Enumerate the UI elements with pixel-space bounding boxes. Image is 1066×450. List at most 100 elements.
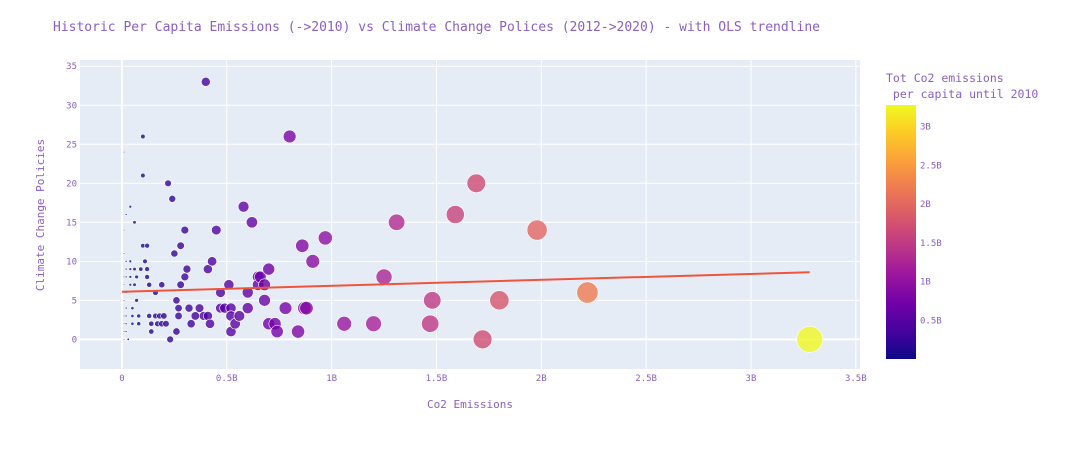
data-point [299,301,314,316]
y-tick-label: 10 [66,257,77,267]
y-tick-label: 5 [72,296,77,306]
data-point [122,283,126,286]
data-point [317,230,333,246]
data-point [207,256,218,267]
data-point [258,294,271,307]
data-point [423,291,442,310]
data-point [132,220,137,225]
data-point [138,266,144,272]
data-point [128,259,133,264]
data-point [336,316,352,332]
data-point [174,311,183,320]
data-point [170,249,179,258]
data-point [136,321,142,327]
data-point [305,254,320,269]
plot-background [80,60,860,369]
data-point [124,314,128,318]
data-point [144,242,150,249]
y-tick-label: 25 [66,140,77,150]
data-point [148,328,155,335]
y-tick-label: 0 [72,335,77,345]
data-point [205,318,215,329]
data-point [164,179,172,187]
data-point [203,264,213,275]
data-point [122,314,126,318]
data-point [132,282,137,287]
x-axis-label: Co2 Emissions [427,398,513,411]
x-tick-label: 1B [326,374,337,384]
data-point [278,301,293,315]
data-point [124,275,128,279]
data-point [128,282,133,287]
data-point [194,303,205,313]
y-tick-label: 15 [66,218,77,228]
data-point [180,225,190,235]
data-point [122,252,126,255]
x-tick-label: 1.5B [426,374,448,384]
data-point [262,262,276,276]
colorbar-tick-label: 0.5B [920,316,942,326]
data-point [134,274,139,280]
data-point [146,281,153,288]
data-point [388,213,406,231]
data-point [176,280,185,289]
data-point [146,313,153,319]
data-point [295,238,310,253]
data-point [576,281,599,304]
colorbar-title-line2: per capita until 2010 [886,87,1038,101]
data-point [472,329,493,350]
data-point [796,326,823,353]
data-point [122,275,126,279]
data-point [258,278,271,291]
data-point [375,268,393,286]
data-point [132,267,137,272]
data-point [282,129,297,144]
data-point [144,266,150,272]
data-point [122,229,126,232]
data-point [291,324,305,339]
data-point [158,281,166,289]
data-point [124,260,128,263]
data-point [124,306,128,310]
data-point [160,312,168,320]
data-point [190,311,200,321]
colorbar-tick-label: 3B [920,123,931,133]
data-point [233,310,246,322]
data-point [124,267,128,271]
data-point [241,286,254,299]
data-point [241,302,254,314]
data-point [180,272,190,282]
data-point [130,306,135,311]
colorbar-tick-label: 2B [920,200,931,210]
data-point [174,304,183,313]
x-tick-label: 3B [746,374,757,384]
data-point [128,275,133,279]
data-point [237,200,250,213]
data-point [130,314,135,318]
data-point [136,313,142,319]
data-point [421,314,440,333]
data-point [122,299,126,302]
data-point [122,338,126,341]
data-point [526,219,548,241]
data-point [176,241,185,250]
data-point [128,204,133,209]
data-point [270,325,284,339]
chart-title: Historic Per Capita Emissions (->2010) v… [53,20,820,35]
data-point [223,279,235,291]
colorbar-title-line1: Tot Co2 emissions [886,71,1004,85]
x-tick-label: 0 [119,374,124,384]
data-point [142,258,148,264]
x-tick-label: 0.5B [216,374,238,384]
data-point [245,216,258,229]
data-point [365,315,382,332]
colorbar-scale [886,105,916,359]
data-point [162,320,170,328]
data-point [172,327,181,336]
data-point [122,150,126,154]
data-point [215,287,226,298]
colorbar-tick-label: 2.5B [920,161,942,171]
data-point [128,267,133,271]
data-point [130,321,135,326]
colorbar-tick-label: 1B [920,278,931,288]
